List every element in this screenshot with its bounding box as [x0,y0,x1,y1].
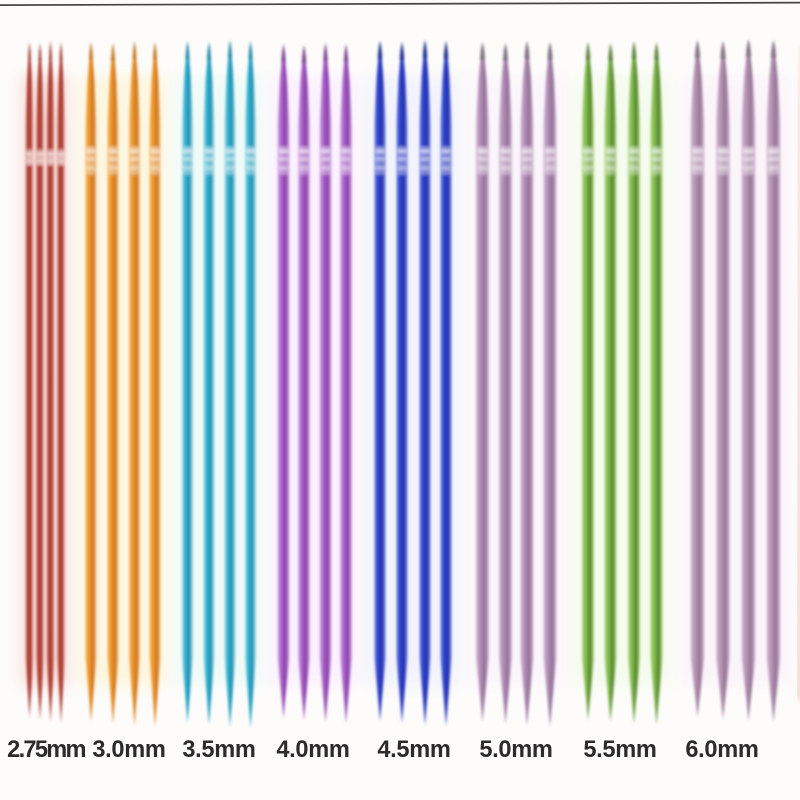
svg-text:4.5mm: 4.5mm [377,737,450,763]
svg-text:4.0mm: 4.0mm [276,737,349,763]
svg-text:3.5mm: 3.5mm [182,737,255,763]
svg-text:5.5mm: 5.5mm [583,737,656,763]
svg-text:2.75mm: 2.75mm [7,737,85,763]
svg-text:3.0mm: 3.0mm [92,737,165,763]
svg-text:6.0mm: 6.0mm [685,737,758,763]
svg-text:5.0mm: 5.0mm [479,737,552,763]
